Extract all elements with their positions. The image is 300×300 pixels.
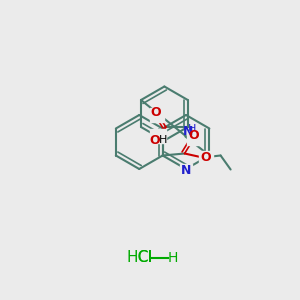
- Text: O: O: [188, 129, 199, 142]
- Text: O: O: [149, 134, 160, 146]
- Text: N: N: [181, 164, 191, 178]
- Text: H: H: [168, 251, 178, 265]
- Bar: [150, 129, 166, 143]
- Text: H: H: [159, 135, 167, 145]
- Text: Cl: Cl: [138, 250, 152, 266]
- Bar: [180, 164, 192, 176]
- Text: HCl: HCl: [127, 250, 153, 266]
- Bar: [150, 108, 164, 122]
- Bar: [199, 151, 213, 164]
- Text: N: N: [183, 125, 194, 138]
- Text: H: H: [188, 124, 196, 134]
- Text: N: N: [181, 164, 191, 178]
- Text: O: O: [200, 151, 211, 164]
- Text: O: O: [151, 106, 161, 119]
- Bar: [187, 130, 201, 145]
